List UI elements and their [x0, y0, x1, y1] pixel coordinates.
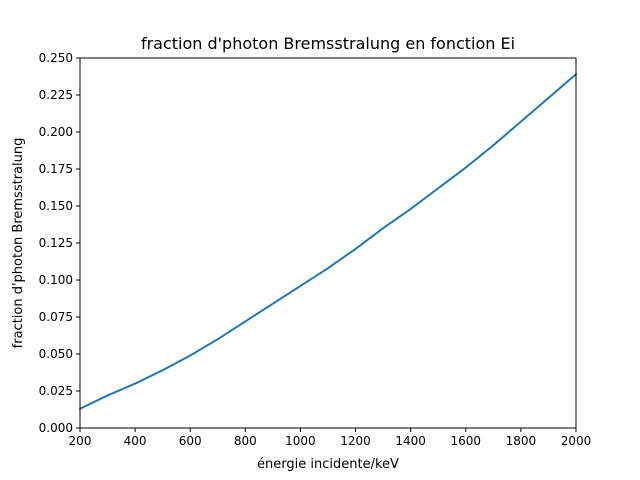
plot-frame — [79, 57, 577, 429]
y-axis-label: fraction d'photon Bremsstralung — [11, 138, 26, 349]
x-tick-label: 600 — [179, 434, 202, 448]
y-tick-label: 0.125 — [39, 236, 73, 250]
y-tick-label: 0.150 — [39, 199, 73, 213]
x-tick-label: 1800 — [506, 434, 537, 448]
y-tick-label: 0.200 — [39, 125, 73, 139]
y-tick-label: 0.225 — [39, 88, 73, 102]
chart-title: fraction d'photon Bremsstralung en fonct… — [141, 34, 515, 53]
y-tick-label: 0.250 — [39, 51, 73, 65]
x-tick-label: 2000 — [561, 434, 592, 448]
series-layer — [79, 73, 577, 410]
x-tick-label: 200 — [69, 434, 92, 448]
x-axis-ticks: 200 400 600 800 1000 1200 1400 1600 1800 2000 — [69, 428, 592, 448]
y-tick-label: 0.025 — [39, 384, 73, 398]
x-tick-label: 1200 — [340, 434, 371, 448]
x-tick-label: 1600 — [451, 434, 482, 448]
x-tick-label: 400 — [124, 434, 147, 448]
x-tick-label: 1400 — [395, 434, 426, 448]
y-axis-ticks: 0.000 0.025 0.050 0.075 0.100 0.125 0.150 0.175… — [39, 51, 80, 435]
y-tick-label: 0.000 — [39, 421, 73, 435]
y-tick-label: 0.075 — [39, 310, 73, 324]
x-axis-label: énergie incidente/keV — [257, 457, 399, 472]
series-line — [79, 73, 577, 410]
y-tick-label: 0.175 — [39, 162, 73, 176]
y-tick-label: 0.100 — [39, 273, 73, 287]
x-tick-label: 1000 — [285, 434, 316, 448]
x-tick-label: 800 — [234, 434, 257, 448]
y-tick-label: 0.050 — [39, 347, 73, 361]
